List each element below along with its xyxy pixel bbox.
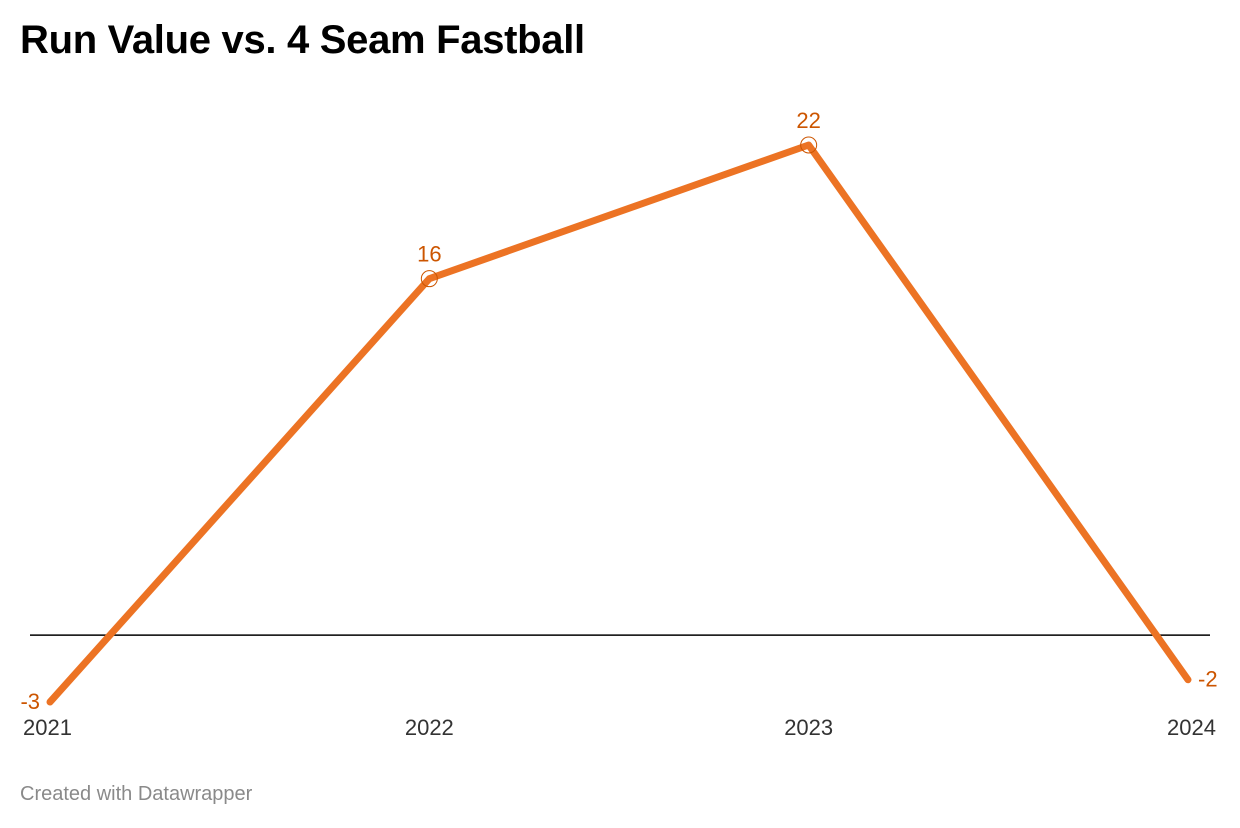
x-tick-label: 2021 <box>23 715 72 740</box>
chart-title: Run Value vs. 4 Seam Fastball <box>20 18 585 62</box>
data-label: -2 <box>1198 667 1218 692</box>
data-point-marker <box>420 270 438 288</box>
data-label: -3 <box>20 689 40 714</box>
data-point-marker <box>800 136 818 154</box>
data-label: 22 <box>796 108 820 133</box>
x-tick-label: 2022 <box>405 715 454 740</box>
data-labels: -3 16 22 -2 <box>20 108 1217 714</box>
data-label: 16 <box>417 242 441 267</box>
x-tick-label: 2024 <box>1167 715 1216 740</box>
x-axis-tick-labels: 2021 2022 2023 2024 <box>23 715 1216 740</box>
series-line <box>46 141 1192 706</box>
x-tick-label: 2023 <box>784 715 833 740</box>
data-markers <box>420 136 818 288</box>
credit-footer: Created with Datawrapper <box>20 783 253 805</box>
